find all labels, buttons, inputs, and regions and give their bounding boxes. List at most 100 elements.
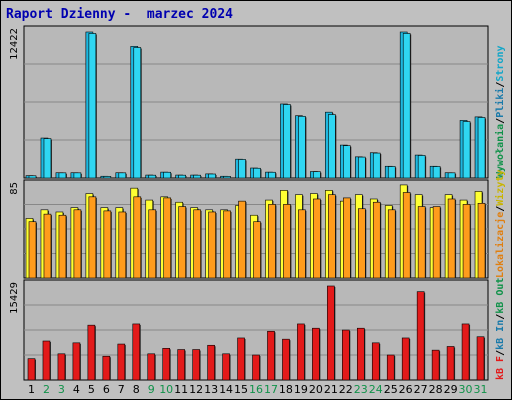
bar-lokalizacje-day-19: [298, 209, 306, 279]
bar-kb-f-day-30: [461, 323, 470, 381]
bar-kb-f-day-1: [27, 358, 36, 381]
legend-part: Strony: [495, 46, 506, 82]
bar-pliki-day-10: [163, 171, 172, 179]
x-tick-label-day-10: 10: [159, 383, 173, 396]
bar-lokalizacje-day-28: [432, 206, 441, 279]
bar-kb-f-day-22: [342, 329, 350, 381]
bar-pliki-day-2: [43, 138, 52, 179]
bar-kb-f-day-17: [267, 330, 275, 381]
x-tick-label-day-12: 12: [189, 383, 203, 396]
bar-pliki-day-15: [238, 159, 246, 179]
x-tick-label-day-9: 9: [148, 383, 155, 396]
bar-lokalizacje-day-6: [103, 210, 112, 279]
x-tick-label-day-27: 27: [414, 383, 428, 396]
bar-pliki-day-11: [178, 174, 186, 179]
x-tick-label-day-14: 14: [219, 383, 233, 396]
bar-lokalizacje-day-1: [28, 221, 37, 279]
bar-lokalizacje-day-4: [73, 209, 82, 279]
bar-lokalizacje-day-12: [193, 209, 201, 279]
bar-lokalizacje-day-29: [447, 198, 456, 279]
bar-kb-f-day-8: [132, 323, 141, 381]
x-tick-label-day-5: 5: [88, 383, 95, 396]
bar-kb-f-day-14: [222, 353, 230, 381]
panel-3-legend: kB F/kB In/kB Out: [495, 278, 506, 380]
legend-part: kB Out: [495, 278, 506, 314]
bar-kb-f-day-25: [386, 354, 395, 381]
bar-kb-f-day-18: [282, 338, 290, 381]
bar-lokalizacje-day-21: [328, 194, 336, 279]
x-tick-label-day-19: 19: [294, 383, 308, 396]
bar-lokalizacje-day-23: [357, 208, 366, 279]
bar-lokalizacje-day-13: [208, 211, 216, 279]
bar-pliki-day-24: [372, 152, 381, 179]
legend-part: kB In: [495, 320, 506, 350]
bar-kb-f-day-19: [297, 323, 305, 381]
panel-3-ymax-label: 15429: [9, 282, 20, 314]
bar-lokalizacje-day-18: [283, 204, 291, 279]
bar-pliki-day-19: [298, 115, 306, 179]
bar-lokalizacje-day-7: [118, 211, 127, 279]
bar-pliki-day-12: [193, 174, 201, 179]
bar-lokalizacje-day-20: [313, 198, 321, 279]
bar-pliki-day-9: [148, 174, 157, 179]
bar-kb-f-day-11: [177, 349, 185, 381]
legend-part: Wywołania: [494, 124, 506, 178]
x-tick-label-day-22: 22: [339, 383, 353, 396]
x-tick-label-day-2: 2: [43, 383, 50, 396]
legend-part: Wizyty: [494, 170, 506, 206]
bar-pliki-day-14: [223, 176, 231, 179]
bar-lokalizacje-day-30: [462, 204, 471, 279]
bar-lokalizacje-day-15: [238, 200, 246, 279]
bar-pliki-day-21: [328, 114, 336, 179]
bar-kb-f-day-2: [42, 340, 51, 381]
bar-kb-f-day-24: [371, 342, 380, 381]
x-tick-label-day-21: 21: [324, 383, 338, 396]
bar-pliki-day-17: [268, 171, 276, 179]
bar-kb-f-day-31: [476, 336, 485, 381]
panel-1-legend: Wywołania/Pliki/Strony: [494, 46, 506, 178]
bar-lokalizacje-day-25: [387, 209, 396, 279]
panel-2-ymax-label: 85: [9, 182, 20, 195]
bar-pliki-day-8: [133, 47, 142, 179]
legend-part: Lokalizacje: [494, 212, 506, 278]
legend-part: Pliki: [494, 88, 506, 118]
x-tick-label-day-25: 25: [384, 383, 398, 396]
bar-lokalizacje-day-9: [148, 209, 157, 279]
x-tick-label-day-6: 6: [103, 383, 110, 396]
bar-kb-f-day-29: [446, 346, 455, 381]
bar-kb-f-day-7: [117, 343, 126, 381]
bar-kb-f-day-13: [207, 344, 215, 381]
x-tick-label-day-30: 30: [459, 383, 473, 396]
x-tick-label-day-20: 20: [309, 383, 323, 396]
bar-kb-f-day-5: [87, 324, 96, 381]
chart-title: Raport Dzienny - marzec 2024: [6, 7, 233, 22]
bar-kb-f-day-27: [416, 291, 425, 381]
bar-kb-f-day-28: [431, 349, 440, 381]
bar-pliki-day-20: [313, 171, 321, 179]
x-tick-label-day-13: 13: [204, 383, 218, 396]
bar-pliki-day-13: [208, 173, 216, 179]
bar-pliki-day-18: [283, 104, 291, 179]
bar-lokalizacje-day-3: [58, 214, 67, 279]
bar-pliki-day-28: [432, 166, 441, 179]
bar-kb-f-day-26: [401, 337, 410, 381]
bar-kb-f-day-20: [312, 327, 320, 381]
legend-part: /: [495, 314, 506, 320]
x-tick-label-day-16: 16: [249, 383, 263, 396]
bar-pliki-day-26: [402, 33, 411, 179]
x-tick-label-day-7: 7: [118, 383, 125, 396]
bar-pliki-day-3: [58, 172, 67, 179]
bar-kb-f-day-15: [237, 337, 245, 381]
bar-lokalizacje-day-26: [402, 192, 411, 279]
bar-kb-f-day-9: [147, 353, 156, 381]
legend-part: kB F: [495, 356, 506, 380]
bar-pliki-day-5: [88, 33, 97, 179]
bar-kb-f-day-16: [252, 354, 260, 381]
panel-2-legend: Lokalizacje/Wizyty: [494, 170, 506, 278]
bar-kb-f-day-6: [102, 355, 111, 381]
bar-lokalizacje-day-16: [253, 221, 261, 279]
bar-lokalizacje-day-14: [223, 210, 231, 279]
x-tick-label-day-1: 1: [28, 383, 35, 396]
legend-part: /: [495, 118, 506, 124]
x-tick-label-day-24: 24: [369, 383, 383, 396]
